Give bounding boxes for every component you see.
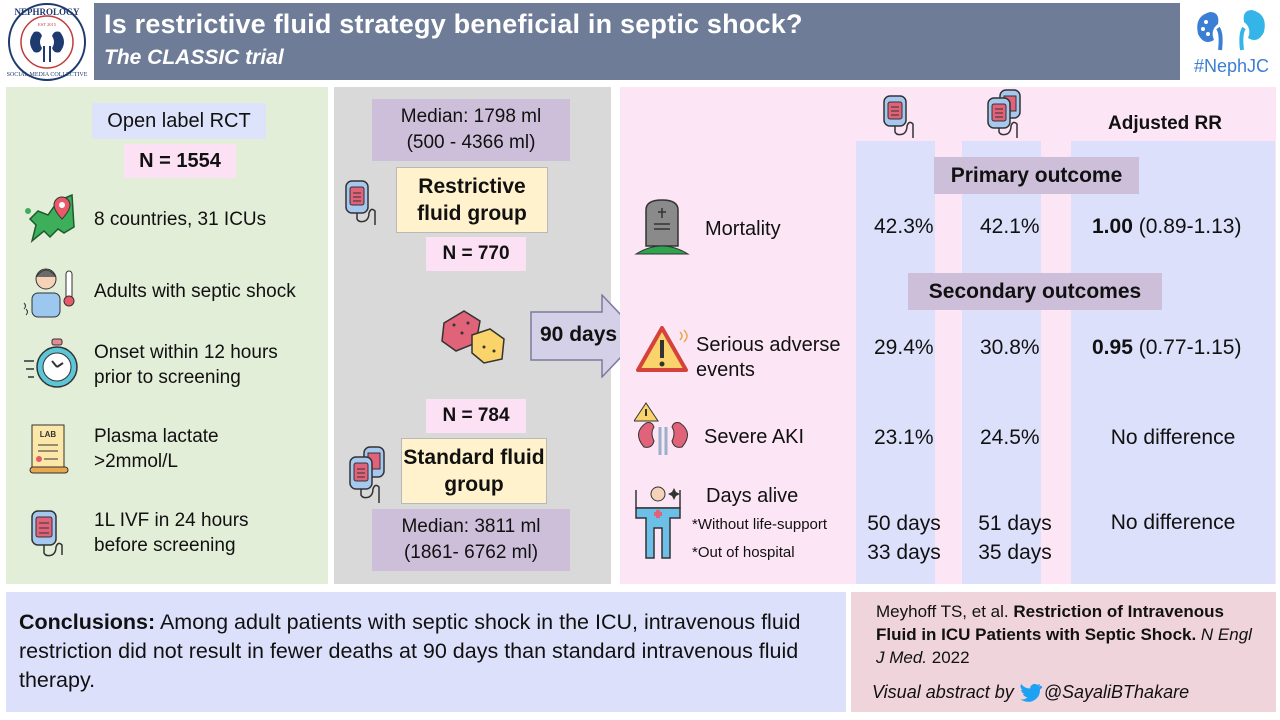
iv-bag-icon — [22, 505, 84, 561]
rr-column — [1071, 141, 1275, 584]
svg-text:NEPHROLOGY: NEPHROLOGY — [14, 7, 80, 17]
mortality-rr-ci: (0.89-1.13) — [1132, 215, 1242, 238]
mortality-rr: 1.00 (0.89-1.13) — [1092, 215, 1241, 239]
conclusion-text: Among adult patients with septic shock i… — [19, 610, 801, 692]
total-n-badge: N = 1554 — [124, 144, 236, 178]
lab-report-icon: LAB — [22, 421, 84, 477]
criterion-ivf: 1L IVF in 24 hours before screening — [22, 505, 274, 561]
standard-median: Median: 3811 ml — [401, 516, 541, 537]
citation-journal: N Engl J Med. — [876, 625, 1252, 667]
conclusion-label: Conclusions: — [19, 610, 156, 634]
tombstone-icon — [632, 196, 692, 256]
days-alive-sub2: *Out of hospital — [692, 544, 795, 561]
days-alive-standard-lifesupport: 51 days — [978, 512, 1052, 535]
svg-text:SOCIAL MEDIA COLLECTIVE: SOCIAL MEDIA COLLECTIVE — [7, 72, 88, 78]
criterion-text: Plasma lactate >2mmol/L — [94, 426, 219, 472]
double-iv-bag-icon — [346, 443, 402, 505]
criterion-text: 8 countries, 31 ICUs — [94, 208, 267, 230]
sae-rr-value: 0.95 — [1092, 336, 1133, 359]
twitter-bird-icon — [1019, 683, 1042, 702]
study-design-panel: Open label RCT N = 1554 8 countries, 31 … — [6, 87, 328, 584]
criterion-text: Adults with septic shock — [94, 280, 296, 302]
standard-range: (1861- 6762 ml) — [403, 542, 539, 563]
criterion-text: Onset within 12 hours prior to screening — [94, 342, 278, 388]
restrictive-column — [856, 141, 935, 584]
iv-bag-icon — [342, 173, 392, 229]
outcome-sae-label: Serious adverse events — [696, 334, 841, 381]
visual-by-label: Visual abstract by — [872, 682, 1014, 702]
mortality-rr-value: 1.00 — [1092, 215, 1133, 238]
conclusion-box: Conclusions: Among adult patients with s… — [6, 592, 846, 712]
nephrology-social-media-collective-logo: NEPHROLOGY SOCIAL MEDIA COLLECTIVE EST 2… — [4, 2, 90, 82]
days-alive-rr: No difference — [1110, 511, 1236, 534]
mortality-standard: 42.1% — [980, 215, 1040, 238]
days-alive-restrictive-lifesupport: 50 days — [867, 512, 941, 535]
page-subtitle: The CLASSIC trial — [104, 46, 284, 69]
restrictive-median: Median: 1798 ml — [400, 106, 542, 127]
nephjc-logo: #NephJC — [1190, 4, 1276, 82]
citation-title: Restriction of Intravenous Fluid in ICU … — [876, 602, 1224, 644]
warning-triangle-icon — [636, 324, 692, 376]
sae-rr: 0.95 (0.77-1.15) — [1092, 336, 1241, 360]
mortality-restrictive: 42.3% — [874, 215, 934, 238]
svg-text:LAB: LAB — [40, 430, 57, 439]
criterion-adults: Adults with septic shock — [22, 263, 296, 319]
page-title: Is restrictive fluid strategy beneficial… — [104, 9, 803, 39]
adjusted-rr-header: Adjusted RR — [1108, 113, 1222, 134]
sae-restrictive: 29.4% — [874, 336, 934, 359]
kidney-warning-icon — [633, 401, 694, 457]
svg-text:EST 2015: EST 2015 — [38, 22, 57, 27]
shivering-patient-fever-icon — [22, 263, 84, 319]
criterion-lactate: LAB Plasma lactate >2mmol/L — [22, 421, 254, 477]
sae-rr-ci: (0.77-1.15) — [1132, 336, 1242, 359]
healthy-person-icon — [628, 484, 688, 568]
aki-rr: No difference — [1110, 426, 1236, 449]
citation-box: Meyhoff TS, et al. Restriction of Intrav… — [851, 592, 1276, 712]
outcome-mortality-label: Mortality — [705, 218, 781, 240]
standard-n-badge: N = 784 — [426, 399, 526, 433]
visual-abstract-credit: Visual abstract by @SayaliBThakare — [872, 681, 1276, 704]
citation-year: 2022 — [927, 648, 970, 667]
nephjc-label: #NephJC — [1194, 56, 1270, 76]
title-banner: Is restrictive fluid strategy beneficial… — [94, 3, 1180, 80]
restrictive-group-box: Restrictive fluid group — [396, 167, 548, 233]
primary-outcome-label: Primary outcome — [934, 157, 1139, 194]
europe-map-pin-icon — [22, 191, 84, 247]
standard-column — [962, 141, 1041, 584]
criterion-text: 1L IVF in 24 hours before screening — [94, 510, 249, 556]
standard-group-box: Standard fluid group — [401, 438, 547, 504]
criterion-onset: Onset within 12 hours prior to screening — [22, 337, 314, 393]
aki-restrictive: 23.1% — [874, 426, 934, 449]
days-alive-standard-hospital: 35 days — [978, 541, 1052, 564]
criterion-countries: 8 countries, 31 ICUs — [22, 191, 266, 247]
days-alive-restrictive-hospital: 33 days — [867, 541, 941, 564]
secondary-outcomes-label: Secondary outcomes — [908, 273, 1162, 310]
stopwatch-icon — [22, 337, 84, 393]
twitter-handle[interactable]: @SayaliBThakare — [1043, 682, 1190, 702]
followup-label: 90 days — [540, 323, 618, 346]
citation-authors: Meyhoff TS, et al. — [876, 602, 1014, 621]
study-type-badge: Open label RCT — [92, 103, 266, 139]
dice-randomization-icon — [438, 305, 508, 365]
restrictive-iv-bag-icon — [880, 90, 936, 142]
restrictive-range: (500 - 4366 ml) — [406, 132, 536, 153]
restrictive-n-badge: N = 770 — [426, 237, 526, 271]
outcome-aki-label: Severe AKI — [704, 426, 805, 448]
standard-median-box: Median: 3811 ml (1861- 6762 ml) — [372, 509, 570, 571]
restrictive-median-box: Median: 1798 ml (500 - 4366 ml) — [372, 99, 570, 161]
standard-iv-bags-icon — [984, 86, 1040, 142]
aki-standard: 24.5% — [980, 426, 1040, 449]
outcome-days-alive-label: Days alive — [706, 485, 799, 507]
days-alive-sub1: *Without life-support — [692, 516, 828, 533]
sae-standard: 30.8% — [980, 336, 1040, 359]
